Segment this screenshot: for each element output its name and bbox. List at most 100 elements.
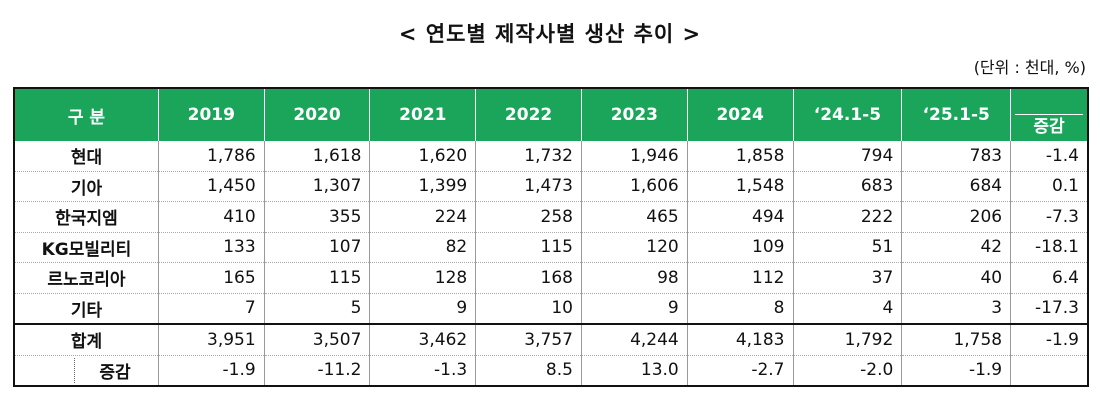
table-cell: 51	[793, 232, 903, 263]
table-cell: 120	[581, 232, 688, 263]
table-cell: 410	[158, 201, 265, 233]
table-row: 현대 1,786 1,618 1,620 1,732 1,946 1,858 7…	[14, 141, 1088, 172]
header-year: 2022	[475, 88, 582, 141]
table-cell: 4,244	[581, 323, 688, 356]
table-cell: 3	[901, 293, 1012, 325]
row-label-cell: 증감	[14, 355, 159, 386]
header-year: 2023	[581, 88, 688, 141]
table-cell: -17.3	[1010, 293, 1088, 325]
table-cell: 13.0	[581, 355, 688, 386]
table-cell: 107	[264, 232, 371, 263]
header-category: 구 분	[14, 88, 159, 141]
header-change-label: 증감	[1015, 114, 1083, 139]
table-row: 한국지엠 410 355 224 258 465 494 222 206 -7.…	[14, 201, 1088, 233]
table-cell: 1,732	[475, 141, 582, 172]
table-cell: 783	[901, 141, 1012, 172]
header-year: 2020	[264, 88, 371, 141]
table-cell: 40	[901, 262, 1012, 294]
table-cell: 168	[475, 262, 582, 294]
table-cell: 109	[687, 232, 794, 263]
table-cell: 684	[901, 171, 1012, 202]
table-cell: 6.4	[1010, 262, 1088, 294]
table-cell: 206	[901, 201, 1012, 233]
header-year: 2024	[687, 88, 794, 141]
table-cell: -1.4	[1010, 141, 1088, 172]
table-cell: 165	[158, 262, 265, 294]
table-cell: 3,462	[369, 323, 477, 356]
table-row: 르노코리아 165 115 128 168 98 112 37 40 6.4	[14, 262, 1088, 294]
row-label: 증감	[73, 357, 155, 383]
table-cell: 82	[369, 232, 477, 263]
table-cell: 4,183	[687, 323, 794, 356]
table-cell: 3,507	[264, 323, 371, 356]
row-label: 기타	[14, 293, 159, 325]
table-cell: 1,606	[581, 171, 688, 202]
row-label: KG모빌리티	[14, 232, 159, 263]
table-cell: 115	[264, 262, 371, 294]
table-cell: 1,450	[158, 171, 265, 202]
unit-label: (단위 : 천대, %)	[973, 58, 1086, 77]
table-cell: 37	[793, 262, 903, 294]
table-cell: 1,618	[264, 141, 371, 172]
table-cell: -1.9	[158, 355, 265, 386]
table-cell: 112	[687, 262, 794, 294]
table-row: 기타 7 5 9 10 9 8 4 3 -17.3	[14, 293, 1088, 325]
table-cell: 3,757	[475, 323, 582, 356]
table-cell: -11.2	[264, 355, 371, 386]
table-cell: 5	[264, 293, 371, 325]
table-cell: 258	[475, 201, 582, 233]
row-label: 한국지엠	[14, 201, 159, 233]
row-label: 기아	[14, 171, 159, 202]
table-cell: 1,548	[687, 171, 794, 202]
table-cell: -7.3	[1010, 201, 1088, 233]
table-cell: 1,473	[475, 171, 582, 202]
growth-row: 증감 -1.9 -11.2 -1.3 8.5 13.0 -2.7 -2.0 -1…	[14, 355, 1088, 386]
table-cell: 1,792	[793, 323, 903, 356]
table-cell: -1.9	[901, 355, 1012, 386]
table-cell: 1,786	[158, 141, 265, 172]
table-cell: 115	[475, 232, 582, 263]
table-cell: 1,946	[581, 141, 688, 172]
header-period: ‘25.1-5	[901, 88, 1012, 141]
table-cell: 1,858	[687, 141, 794, 172]
table-cell: 1,307	[264, 171, 371, 202]
header-year: 2019	[158, 88, 265, 141]
table-cell: 465	[581, 201, 688, 233]
header-period: ‘24.1-5	[793, 88, 903, 141]
table-cell: 1,620	[369, 141, 477, 172]
table-cell: 683	[793, 171, 903, 202]
table-cell: 98	[581, 262, 688, 294]
table-cell: -1.3	[369, 355, 477, 386]
table-cell: 8	[687, 293, 794, 325]
production-table: 구 분 2019 2020 2021 2022 2023 2024 ‘24.1-…	[13, 87, 1089, 387]
table-cell: 4	[793, 293, 903, 325]
table-cell: 7	[158, 293, 265, 325]
table-cell: 8.5	[475, 355, 582, 386]
table-cell: 0.1	[1010, 171, 1088, 202]
table-cell: 9	[581, 293, 688, 325]
page-title: < 연도별 제작사별 생산 추이 >	[398, 22, 702, 46]
row-label: 현대	[14, 141, 159, 172]
total-row: 합계 3,951 3,507 3,462 3,757 4,244 4,183 1…	[14, 323, 1088, 356]
header-change: 증감	[1010, 88, 1088, 141]
table-cell: 128	[369, 262, 477, 294]
table-cell: -2.0	[793, 355, 903, 386]
table-cell: 3,951	[158, 323, 265, 356]
table-cell	[1011, 355, 1088, 386]
table-cell: 794	[793, 141, 903, 172]
table-cell: 42	[901, 232, 1012, 263]
table-cell: 494	[687, 201, 794, 233]
table-cell: 133	[158, 232, 265, 263]
table-cell: -2.7	[687, 355, 794, 386]
table-row: 기아 1,450 1,307 1,399 1,473 1,606 1,548 6…	[14, 171, 1088, 202]
table-cell: 10	[475, 293, 582, 325]
table-row: KG모빌리티 133 107 82 115 120 109 51 42 -18.…	[14, 232, 1088, 263]
table-cell: 355	[264, 201, 371, 233]
table-cell: 224	[369, 201, 477, 233]
header-row: 구 분 2019 2020 2021 2022 2023 2024 ‘24.1-…	[14, 88, 1088, 141]
table-cell: 1,758	[901, 323, 1012, 356]
row-label: 르노코리아	[14, 262, 159, 294]
table-cell: 222	[793, 201, 903, 233]
table-cell: -1.9	[1010, 323, 1088, 356]
header-year: 2021	[369, 88, 477, 141]
